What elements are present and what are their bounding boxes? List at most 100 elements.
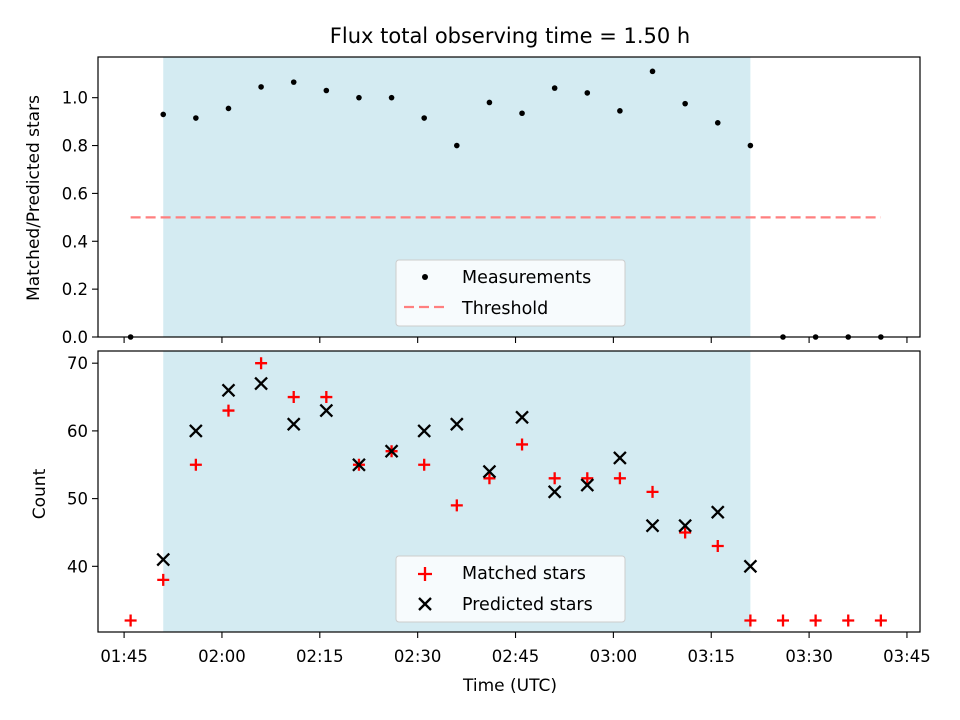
predicted-star-point (221, 383, 236, 398)
matched-star-point (320, 391, 333, 404)
bottom-y-ticks: 40 50 60 70 (67, 354, 98, 576)
x-tick-label: 03:15 (687, 647, 735, 666)
top-x-ticks (123, 337, 908, 343)
measurement-point (323, 87, 330, 94)
bottom-x-ticks: 01:45 02:00 02:15 02:30 02:45 03:00 03:15 03:30… (100, 632, 931, 666)
top-y-tick-label: 0.0 (62, 328, 88, 347)
predicted-star-point (678, 518, 692, 533)
matched-star-point (189, 458, 202, 471)
predicted-star-point (189, 424, 203, 438)
predicted-star-point (417, 424, 432, 438)
bottom-y-tick-label: 70 (67, 354, 88, 373)
predicted-star-point (580, 478, 595, 492)
measurement-point (454, 142, 460, 149)
legend-measurements-marker (422, 274, 428, 280)
x-tick-label: 02:00 (198, 647, 246, 666)
predicted-star-point (547, 485, 562, 499)
matched-star-point (874, 614, 887, 627)
matched-star-point (287, 391, 300, 404)
predicted-star-point (449, 417, 464, 431)
bottom-axes-frame (97, 350, 921, 633)
matched-star-point (222, 404, 235, 417)
x-tick-label: 02:30 (394, 647, 442, 666)
x-tick-label: 02:45 (492, 647, 540, 666)
predicted-star-point (156, 552, 171, 567)
top-y-tick-label: 0.8 (62, 137, 88, 156)
matched-star-point (483, 472, 496, 485)
bottom-legend: Matched stars Predicted stars (395, 555, 626, 623)
x-tick-label: 03:45 (883, 647, 931, 666)
top-panel: 0.0 0.2 0.4 0.6 0.8 1.0 Flux total observing … (24, 24, 921, 347)
measurement-point (519, 110, 525, 117)
measurement-point (290, 79, 297, 85)
legend-predicted-label: Predicted stars (462, 595, 593, 615)
top-y-tick-label: 0.4 (62, 232, 88, 251)
matched-star-point (646, 485, 659, 498)
x-axis-label: Time (UTC) (462, 676, 557, 696)
matched-star-point (516, 438, 529, 451)
legend-matched-marker (418, 567, 432, 581)
measurement-point (160, 111, 167, 118)
predicted-stars-series (156, 376, 758, 574)
matched-star-point (777, 614, 789, 627)
matched-star-point (809, 614, 822, 627)
legend-threshold-label: Threshold (461, 299, 548, 319)
top-legend: Measurements Threshold (395, 259, 626, 327)
predicted-star-point (710, 505, 725, 519)
measurement-point (584, 90, 591, 96)
measurement-point (714, 120, 721, 126)
x-tick-label: 01:45 (100, 647, 148, 666)
predicted-star-point (743, 559, 758, 574)
top-y-tick-label: 0.2 (62, 280, 88, 299)
matched-star-point (548, 472, 561, 485)
bottom-y-tick-label: 40 (67, 557, 88, 576)
top-y-tick-label: 1.0 (62, 89, 88, 108)
predicted-star-point (613, 451, 627, 465)
measurement-point (617, 108, 623, 114)
measurement-point (649, 68, 656, 75)
matched-star-point (418, 458, 431, 471)
matched-star-point (613, 472, 626, 485)
top-chart-title: Flux total observing time = 1.50 h (330, 24, 690, 48)
x-tick-label: 03:00 (590, 647, 638, 666)
measurement-point (258, 84, 264, 90)
bottom-legend-box (395, 555, 626, 623)
top-y-tick-label: 0.6 (62, 184, 88, 203)
predicted-star-point (482, 464, 497, 479)
measurement-point (486, 99, 493, 106)
measurement-point (682, 100, 688, 107)
predicted-star-point (319, 403, 334, 418)
predicted-star-point (515, 410, 529, 425)
bottom-y-axis-label: Count (30, 468, 50, 519)
measurement-point (388, 94, 395, 101)
top-y-ticks: 0.0 0.2 0.4 0.6 0.8 1.0 (62, 89, 98, 347)
top-y-axis-label: Matched/Predicted stars (24, 95, 44, 301)
top-legend-box (395, 259, 626, 327)
legend-matched-label: Matched stars (462, 564, 586, 584)
x-tick-label: 03:30 (785, 647, 833, 666)
matched-star-point (842, 614, 855, 627)
predicted-star-point (352, 457, 366, 472)
matched-star-point (744, 614, 757, 627)
matched-star-point (124, 614, 137, 627)
measurement-point (225, 105, 232, 112)
predicted-star-point (645, 518, 660, 533)
matched-star-point (450, 499, 463, 512)
predicted-star-point (384, 444, 399, 459)
measurement-point (747, 142, 754, 149)
measurement-point (551, 85, 558, 91)
predicted-star-point (286, 417, 301, 431)
measurement-point (193, 115, 199, 121)
measurement-point (356, 94, 362, 101)
bottom-y-tick-label: 60 (67, 422, 88, 441)
bottom-y-tick-label: 50 (67, 490, 88, 509)
matched-star-point (679, 526, 692, 539)
matched-star-point (255, 357, 268, 370)
matched-star-point (581, 472, 594, 485)
legend-measurements-label: Measurements (462, 268, 591, 288)
x-tick-label: 02:15 (296, 647, 344, 666)
predicted-star-point (254, 376, 268, 391)
measurement-point (421, 115, 427, 121)
